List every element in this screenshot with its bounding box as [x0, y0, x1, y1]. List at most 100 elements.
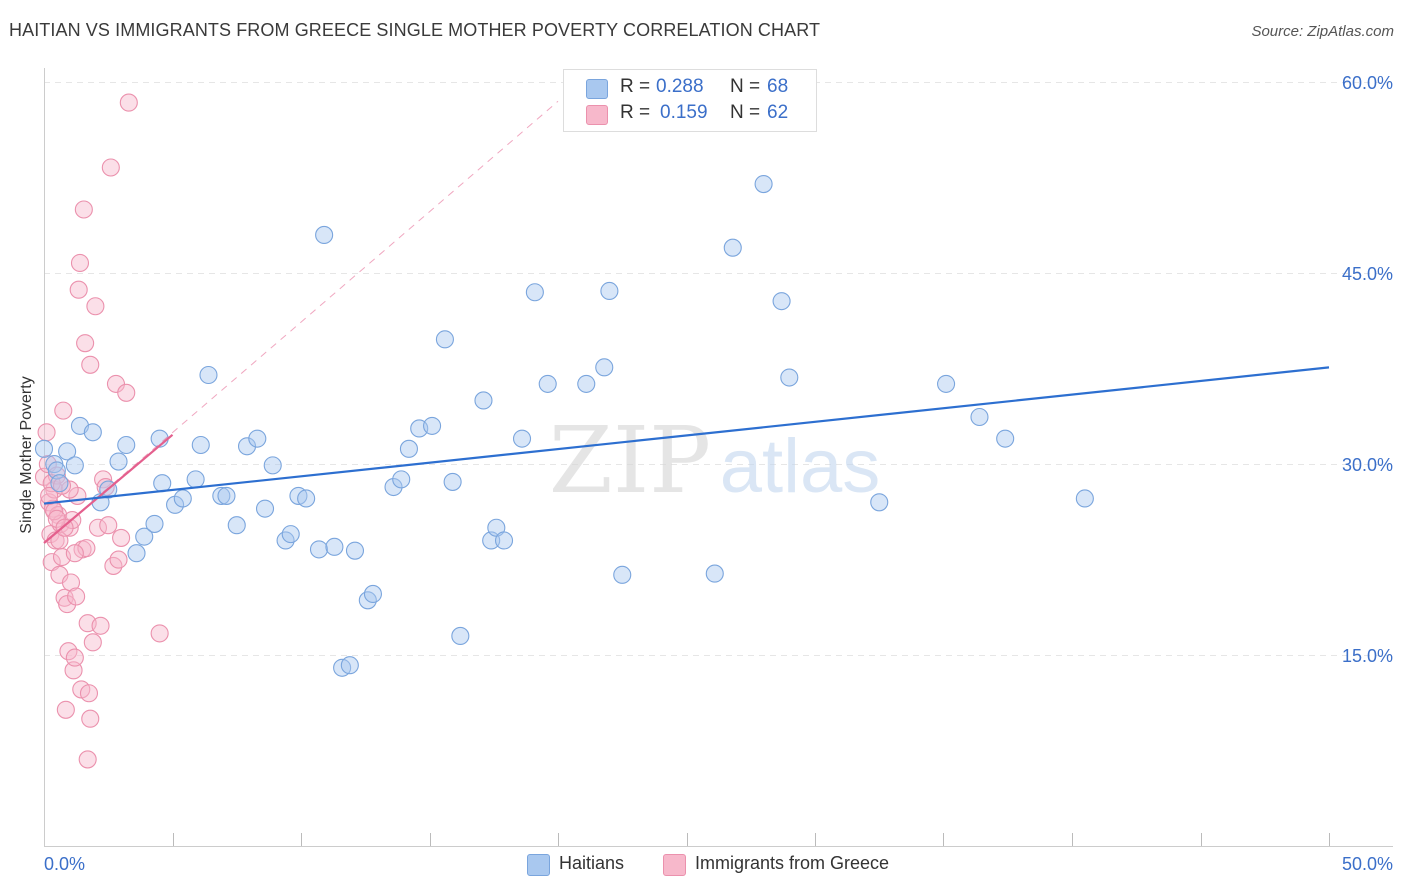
- y-tick-label: 60.0%: [1342, 73, 1393, 93]
- haitian-point: [970, 407, 989, 427]
- greece-point: [101, 158, 120, 177]
- haitian-point: [870, 493, 889, 512]
- correlation-legend: R = 0.288 N = 68 R = 0.159 N = 62: [563, 69, 817, 132]
- watermark-zip: ZIP: [549, 407, 711, 514]
- haitian-point: [723, 238, 742, 257]
- series-label-greece: Immigrants from Greece: [695, 853, 890, 873]
- legend-r-value: 0.159: [660, 102, 708, 123]
- haitian-point: [384, 477, 403, 497]
- haitian-point: [237, 437, 257, 456]
- haitian-point: [1075, 489, 1094, 508]
- legend-n-value: 62: [767, 102, 789, 123]
- haitian-point: [309, 540, 329, 559]
- haitian-point: [772, 292, 791, 311]
- x-tick-label: 50.0%: [1342, 854, 1393, 874]
- haitian-point: [58, 442, 77, 461]
- greece-point: [106, 374, 126, 393]
- haitian-point: [173, 489, 192, 508]
- haitian-point: [281, 525, 300, 544]
- haitian-point: [345, 541, 365, 560]
- legend-swatch-greece: [586, 105, 608, 125]
- greece-point: [67, 587, 86, 606]
- haitian-point: [705, 564, 724, 583]
- watermark-atlas: atlas: [720, 424, 881, 509]
- greece-point: [54, 401, 73, 420]
- chart-title: HAITIAN VS IMMIGRANTS FROM GREECE SINGLE…: [9, 20, 821, 40]
- haitian-point: [217, 486, 236, 505]
- legend-n-value: 68: [767, 76, 789, 97]
- greece-point: [117, 383, 136, 402]
- haitian-point: [191, 435, 210, 455]
- greece-point: [61, 573, 81, 592]
- haitian-point: [600, 281, 619, 301]
- greece-point: [56, 700, 75, 719]
- greece-point: [81, 709, 100, 728]
- greece-point: [77, 539, 96, 558]
- greece-point: [81, 355, 100, 374]
- legend-n-label: N =: [730, 102, 761, 123]
- haitian-point: [451, 626, 470, 646]
- haitian-point: [399, 439, 418, 458]
- legend-r-label: R =: [620, 102, 651, 123]
- haitian-point: [255, 499, 275, 518]
- greece-point: [70, 253, 90, 273]
- haitian-point: [127, 544, 146, 563]
- haitian-point: [443, 472, 462, 491]
- legend-r-value: 0.288: [656, 76, 704, 97]
- haitian-point: [325, 537, 344, 556]
- series-label-haitians: Haitians: [559, 853, 625, 873]
- haitian-point: [109, 452, 128, 471]
- haitian-point: [512, 429, 532, 448]
- y-tick-label: 45.0%: [1342, 264, 1393, 284]
- series-legend: Haitians Immigrants from Greece: [0, 852, 1406, 878]
- haitian-point: [297, 489, 316, 508]
- haitian-point: [212, 486, 231, 505]
- series-swatch-greece: [663, 854, 686, 876]
- greece-point: [65, 544, 84, 563]
- greece-point: [86, 297, 105, 316]
- greece-point: [79, 684, 99, 703]
- legend-n-label: N =: [730, 76, 761, 97]
- greece-point: [74, 200, 93, 219]
- haitian-point: [263, 456, 282, 475]
- haitian-point: [363, 584, 383, 603]
- haitian-point: [315, 225, 334, 245]
- haitian-point: [248, 429, 267, 448]
- y-tick-labels: 15.0% 30.0% 45.0% 60.0% 0.0% 50.0%: [44, 73, 1393, 874]
- legend-r-label: R =: [620, 76, 651, 97]
- haitian-point: [34, 439, 54, 458]
- haitian-point: [50, 474, 69, 493]
- haitian-trend-line: [43, 366, 1330, 505]
- haitian-point: [340, 656, 359, 675]
- greece-point: [83, 633, 102, 652]
- y-tick-label: 30.0%: [1342, 455, 1393, 475]
- source-credit: Source: ZipAtlas.com: [1251, 23, 1394, 40]
- haitian-point: [996, 429, 1015, 448]
- greece-point: [91, 616, 110, 635]
- haitian-point: [474, 391, 493, 410]
- haitian-point: [423, 416, 442, 435]
- x-tick-label: 0.0%: [44, 854, 85, 874]
- haitian-point: [153, 474, 172, 493]
- greece-point: [69, 280, 88, 299]
- greece-point: [88, 518, 108, 537]
- haitian-point: [595, 358, 614, 377]
- greece-point: [78, 750, 97, 769]
- greece-point: [112, 528, 131, 547]
- haitian-point: [780, 368, 799, 387]
- haitian-point: [199, 365, 218, 385]
- greece-point: [40, 486, 59, 505]
- greece-point: [99, 516, 118, 535]
- axes: [44, 68, 1393, 847]
- haitian-point: [83, 423, 102, 442]
- watermark: ZIP atlas: [549, 407, 880, 514]
- haitian-point: [186, 470, 205, 489]
- haitian-point: [937, 374, 956, 393]
- haitian-point: [613, 565, 632, 584]
- greece-point: [119, 93, 138, 112]
- y-tick-label: 15.0%: [1342, 646, 1393, 666]
- haitian-point: [145, 514, 164, 533]
- x-tick-marks: [173, 833, 1330, 846]
- haitian-point: [65, 456, 84, 475]
